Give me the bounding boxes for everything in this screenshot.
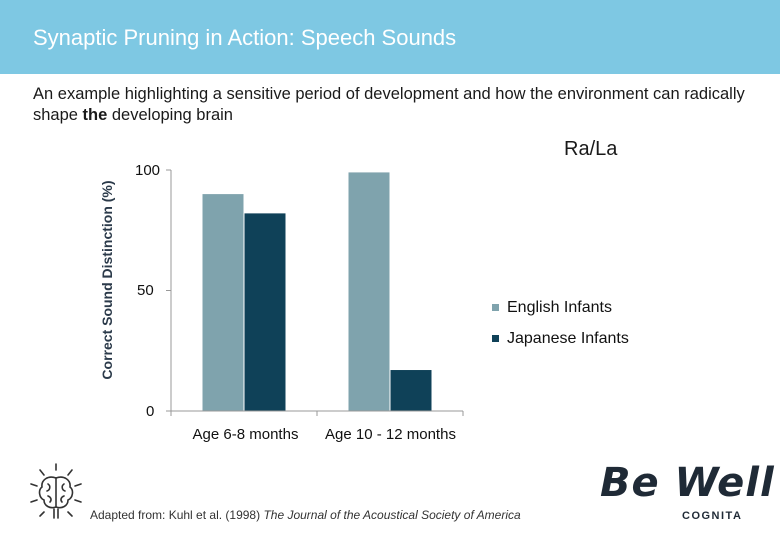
y-tick-label: 50 — [137, 282, 154, 299]
be-well-logo: Be Well COGNITA — [596, 460, 774, 530]
legend-label-english: English Infants — [507, 298, 612, 316]
header-bar: Synaptic Pruning in Action: Speech Sound… — [0, 0, 780, 74]
bar-english — [202, 194, 244, 411]
logo-main-text: Be Well — [600, 460, 775, 506]
x-category-label: Age 10 - 12 months — [325, 426, 456, 443]
y-tick-label: 100 — [135, 162, 161, 179]
subtitle-text-1: An example highlighting a sensitive peri… — [33, 85, 745, 124]
brain-icon — [30, 463, 82, 519]
legend-swatch-english — [492, 304, 499, 311]
page-title: Synaptic Pruning in Action: Speech Sound… — [33, 25, 457, 50]
y-axis-label: Correct Sound Distinction (%) — [99, 180, 115, 380]
legend-swatch-japanese — [492, 335, 499, 342]
citation-journal: The Journal of the Acoustical Society of… — [263, 508, 521, 522]
subtitle-bold: the — [82, 106, 108, 124]
x-category-label: Age 6-8 months — [192, 426, 299, 443]
bar-japanese — [244, 213, 286, 411]
citation-prefix: Adapted from: Kuhl et al. (1998) — [90, 508, 264, 522]
citation: Adapted from: Kuhl et al. (1998) The Jou… — [90, 508, 521, 522]
legend-item-english: English Infants — [492, 292, 629, 323]
bar-english — [348, 172, 390, 411]
legend-label-japanese: Japanese Infants — [507, 329, 629, 347]
chart-title: Ra/La — [564, 138, 618, 160]
subtitle-text-2: developing brain — [107, 106, 233, 124]
legend: English Infants Japanese Infants — [492, 292, 629, 354]
bar-japanese — [390, 370, 432, 411]
legend-item-japanese: Japanese Infants — [492, 323, 629, 354]
subtitle: An example highlighting a sensitive peri… — [33, 84, 753, 126]
logo-sub-text: COGNITA — [682, 510, 743, 522]
y-tick-label: 0 — [146, 403, 155, 420]
